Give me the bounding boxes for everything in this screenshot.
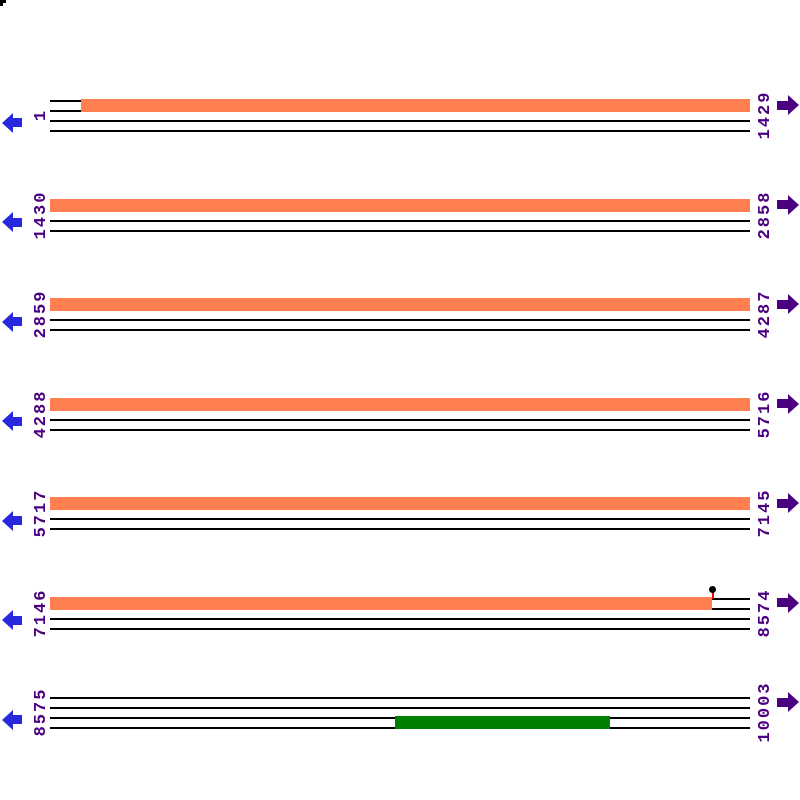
- right-continuation-arrow-icon: [788, 393, 799, 414]
- row-end-label: 8574: [755, 588, 775, 637]
- backbone-line: [50, 120, 750, 122]
- left-continuation-arrow-icon: [2, 112, 13, 133]
- row-end-label: 2858: [755, 190, 775, 239]
- marker-stem: [711, 589, 714, 599]
- right-continuation-arrow-icon: [788, 493, 799, 513]
- right-continuation-arrow-icon: [788, 592, 799, 613]
- left-continuation-arrow-icon: [13, 118, 22, 127]
- left-continuation-arrow-icon: [2, 510, 13, 531]
- backbone-line: [50, 428, 750, 431]
- row-end-label: 5716: [755, 389, 775, 438]
- backbone-line: [50, 617, 750, 620]
- forward-feature-bar: [50, 596, 713, 610]
- left-continuation-arrow-icon: [2, 709, 13, 730]
- corner-artifact: [0, 3, 3, 6]
- row-start-label: 7146: [31, 588, 51, 637]
- forward-feature-bar: [50, 497, 750, 510]
- left-continuation-arrow-icon: [13, 516, 22, 525]
- forward-feature-bar: [50, 198, 750, 212]
- left-continuation-arrow-icon: [13, 416, 22, 426]
- left-continuation-arrow-icon: [2, 311, 13, 332]
- row-start-label: 2859: [31, 289, 51, 339]
- backbone-line: [50, 229, 750, 232]
- left-continuation-arrow-icon: [2, 610, 13, 630]
- forward-feature-bar: [50, 397, 750, 411]
- row-end-label: 4287: [755, 289, 775, 339]
- right-continuation-arrow-icon: [788, 194, 799, 215]
- corner-artifact: [0, 0, 6, 3]
- right-continuation-arrow-icon: [777, 299, 788, 309]
- row-start-label: 8575: [31, 687, 51, 737]
- backbone-line: [50, 329, 750, 331]
- backbone-line: [50, 219, 750, 222]
- backbone-line: [50, 418, 750, 421]
- right-continuation-arrow-icon: [777, 598, 788, 607]
- right-continuation-arrow-icon: [777, 200, 788, 209]
- forward-feature-bar: [80, 99, 750, 112]
- row-start-label: 1430: [31, 190, 51, 239]
- right-continuation-arrow-icon: [788, 95, 799, 115]
- row-end-label: 7145: [755, 488, 775, 538]
- reverse-feature-bar: [395, 716, 610, 729]
- left-continuation-arrow-icon: [13, 715, 22, 724]
- right-continuation-arrow-icon: [788, 294, 799, 314]
- backbone-line: [50, 707, 750, 709]
- left-continuation-arrow-icon: [13, 317, 22, 326]
- right-continuation-arrow-icon: [777, 100, 788, 110]
- forward-feature-bar: [50, 298, 750, 311]
- left-continuation-arrow-icon: [2, 212, 13, 232]
- lollipop-marker-icon: [709, 585, 717, 593]
- right-continuation-arrow-icon: [777, 399, 788, 408]
- left-continuation-arrow-icon: [13, 615, 22, 625]
- row-start-label: 1: [31, 108, 51, 122]
- backbone-line: [50, 518, 750, 520]
- row-start-label: 4288: [31, 389, 51, 438]
- row-start-label: 5717: [31, 488, 51, 538]
- right-continuation-arrow-icon: [777, 498, 788, 508]
- backbone-line: [50, 697, 750, 699]
- right-continuation-arrow-icon: [777, 697, 788, 707]
- backbone-line: [50, 130, 750, 132]
- backbone-line: [50, 627, 750, 630]
- row-end-label: 1429: [755, 90, 775, 140]
- right-continuation-arrow-icon: [788, 692, 799, 712]
- left-continuation-arrow-icon: [2, 411, 13, 431]
- row-end-label: 10003: [755, 681, 775, 743]
- backbone-line: [50, 319, 750, 321]
- left-continuation-arrow-icon: [13, 217, 22, 227]
- backbone-line: [50, 528, 750, 530]
